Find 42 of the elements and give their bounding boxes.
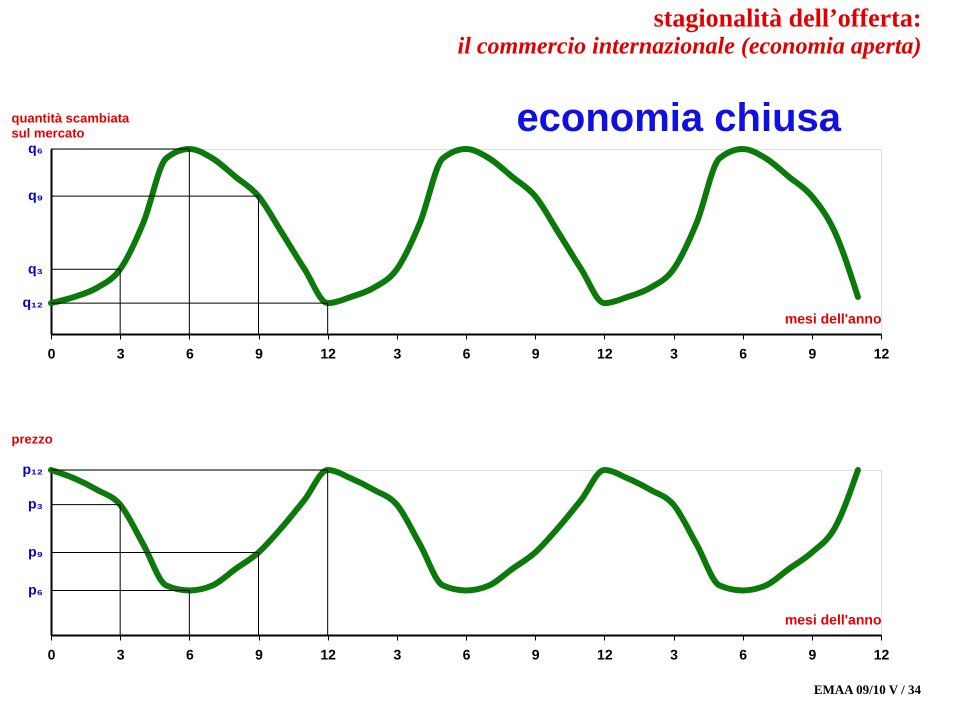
x-tick-label: 3	[393, 646, 402, 662]
x-tick-label: 12	[874, 346, 890, 362]
ref-line-label: p₁₂	[22, 461, 43, 477]
x-tick-label: 6	[462, 346, 471, 362]
x-tick-label: 12	[320, 346, 336, 362]
y-axis-title: quantità scambiata sul mercato	[12, 110, 130, 140]
x-axis-title: mesi dell'anno	[784, 612, 882, 628]
chart-subtitle: il commercio internazionale (economia aperta)	[458, 34, 922, 60]
x-tick-label: 6	[462, 646, 471, 662]
x-tick-label: 6	[186, 346, 194, 362]
ref-line-label: p₉	[28, 544, 43, 560]
chart-title: stagionalità dell’offerta:	[654, 4, 922, 32]
ref-line-label: p₆	[28, 581, 43, 598]
ref-line-label: q₁₂	[22, 294, 43, 310]
x-tick-label: 9	[532, 646, 540, 662]
x-tick-label: 9	[532, 346, 540, 362]
x-axis-title: mesi dell'anno	[784, 310, 882, 326]
ref-line-label: q₆	[28, 140, 43, 156]
x-tick-label: 9	[808, 346, 816, 362]
text: economia chiusa	[516, 96, 842, 140]
x-tick-label: 6	[739, 346, 748, 362]
text: EMAA 09/10 V / 34	[814, 682, 922, 697]
x-tick-label: 9	[255, 346, 264, 362]
x-tick-label: 9	[255, 646, 264, 662]
x-tick-label: 12	[597, 646, 613, 662]
x-tick-label: 12	[597, 346, 613, 362]
ref-line-label: q₉	[28, 187, 43, 204]
x-tick-label: 0	[48, 646, 56, 662]
x-tick-label: 0	[48, 346, 56, 362]
x-tick-label: 3	[393, 346, 402, 362]
x-tick-label: 3	[116, 646, 125, 662]
x-tick-label: 6	[186, 646, 194, 662]
x-tick-label: 12	[320, 646, 336, 662]
ref-line-label: p₃	[28, 496, 43, 512]
x-tick-label: 3	[670, 346, 678, 362]
y-axis-title: prezzo	[12, 432, 53, 446]
ref-line-label: q₃	[28, 260, 43, 276]
x-tick-label: 12	[874, 646, 890, 662]
x-tick-label: 3	[116, 346, 125, 362]
x-tick-label: 9	[808, 646, 816, 662]
x-tick-label: 3	[670, 646, 678, 662]
x-tick-label: 6	[739, 646, 748, 662]
